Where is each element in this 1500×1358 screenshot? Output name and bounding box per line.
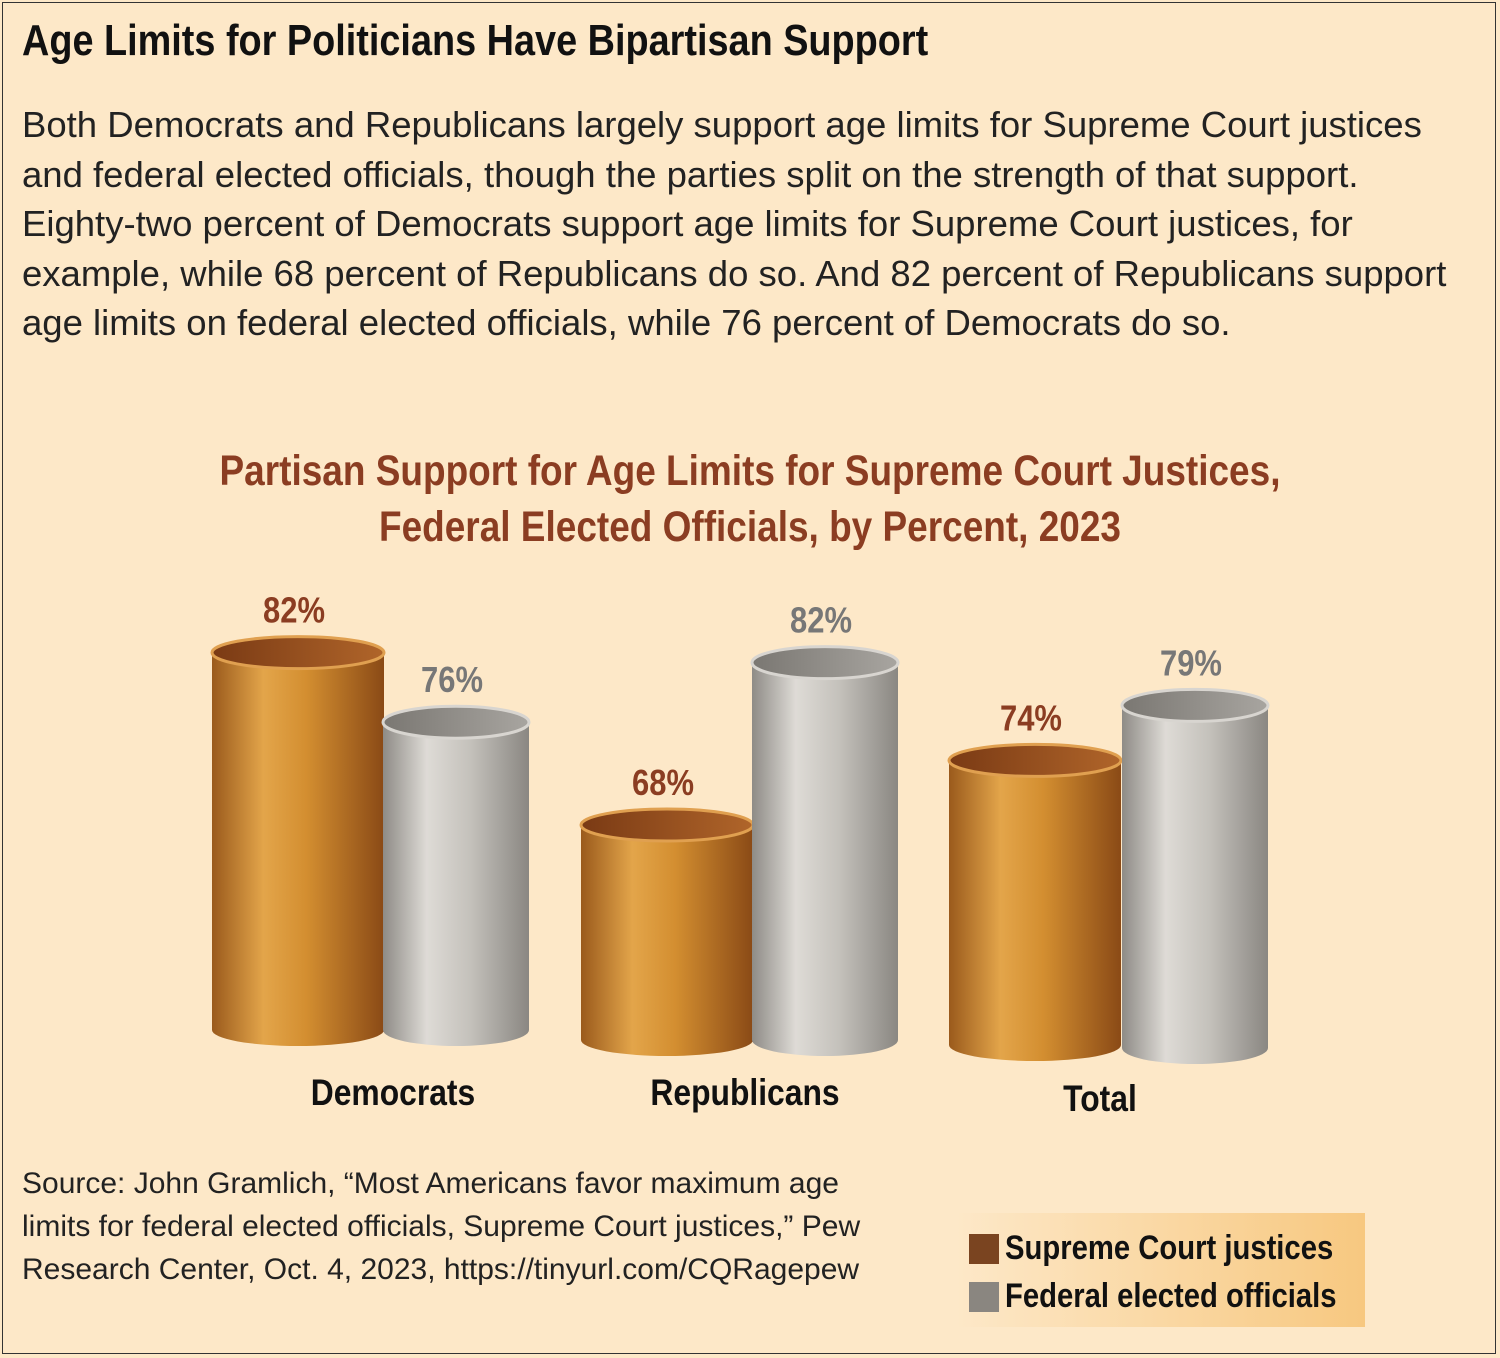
chart-title: Partisan Support for Age Limits for Supr… — [105, 443, 1395, 555]
bar-total-0 — [949, 760, 1121, 1045]
legend: Supreme Court justices Federal elected o… — [955, 1213, 1365, 1327]
legend-label: Supreme Court justices — [1005, 1229, 1334, 1267]
bar-total-1 — [1122, 705, 1268, 1048]
bar-base — [752, 1024, 898, 1056]
bar-democrats-1 — [383, 722, 529, 1030]
bar-top — [750, 645, 900, 681]
bar-base — [949, 1029, 1121, 1061]
bar-base — [212, 1014, 384, 1046]
data-label: 82% — [263, 592, 325, 632]
bar-top — [210, 635, 386, 671]
data-label: 74% — [1000, 699, 1062, 739]
data-label: 68% — [632, 764, 694, 804]
data-label: 76% — [421, 661, 483, 701]
bar-republicans-1 — [752, 662, 898, 1040]
bar-base — [1122, 1032, 1268, 1064]
legend-item-supreme-court: Supreme Court justices — [969, 1229, 1387, 1268]
bar-democrats-0 — [212, 652, 384, 1030]
source-note: Source: John Gramlich, “Most Americans f… — [22, 1167, 861, 1286]
page-title: Age Limits for Politicians Have Bipartis… — [22, 16, 929, 65]
category-label: Republicans — [650, 1073, 839, 1114]
bar-top — [381, 704, 531, 740]
bar-top — [947, 742, 1123, 778]
category-label: Democrats — [311, 1073, 475, 1114]
legend-swatch — [969, 1233, 999, 1264]
bar-top — [579, 807, 755, 843]
bar-base — [383, 1014, 529, 1046]
category-label: Total — [1063, 1079, 1137, 1120]
intro-text: Both Democrats and Republicans largely s… — [22, 104, 1447, 343]
bar-base — [581, 1024, 753, 1056]
chart-title-line2: Federal Elected Officials, by Percent, 2… — [378, 503, 1121, 551]
legend-swatch — [969, 1281, 999, 1312]
chart-title-line1: Partisan Support for Age Limits for Supr… — [219, 447, 1281, 495]
bar-top — [1120, 687, 1270, 723]
legend-item-federal-officials: Federal elected officials — [969, 1277, 1391, 1316]
bar-republicans-0 — [581, 825, 753, 1040]
legend-label: Federal elected officials — [1005, 1277, 1337, 1315]
data-label: 79% — [1160, 644, 1222, 684]
data-label: 82% — [790, 602, 852, 642]
